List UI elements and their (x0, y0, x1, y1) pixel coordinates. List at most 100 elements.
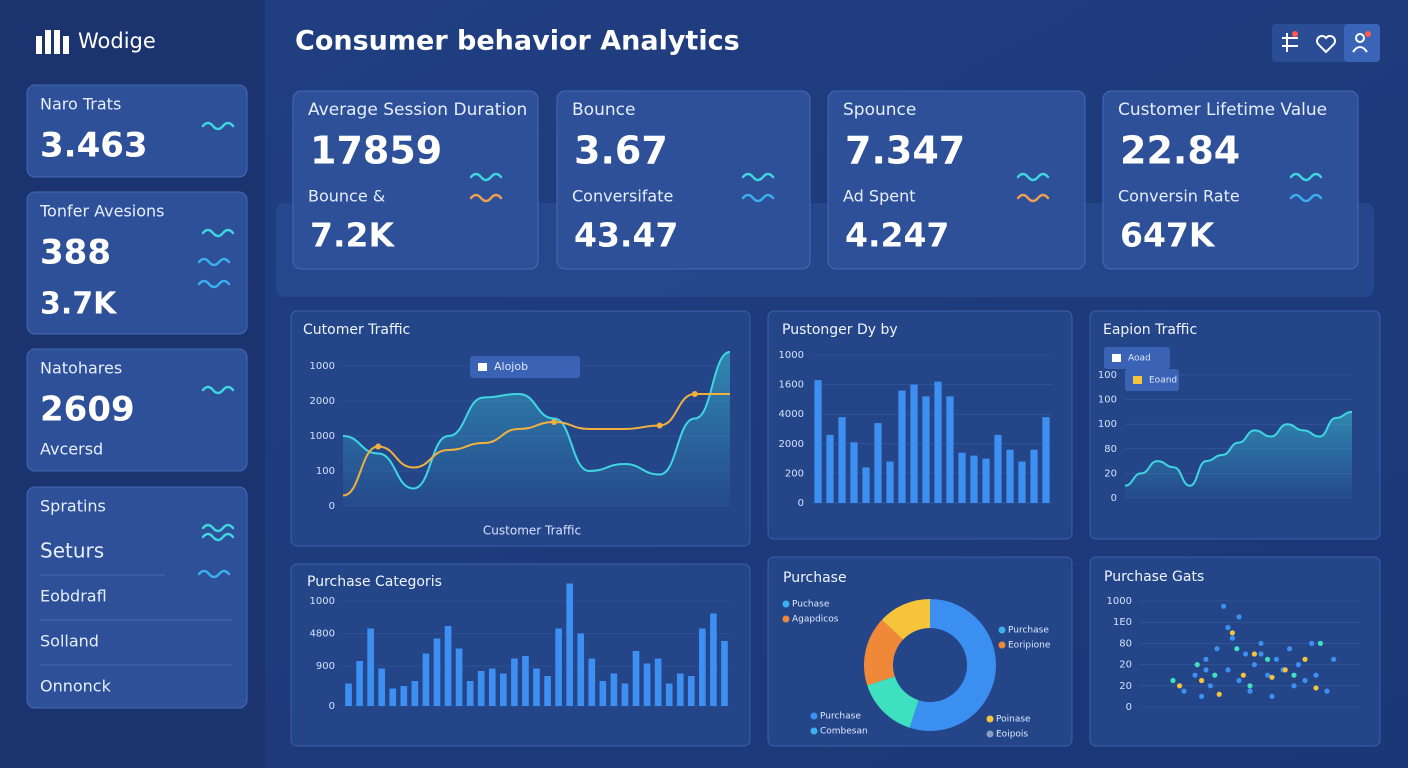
bar (599, 681, 607, 706)
donut-slice (864, 619, 904, 686)
point (1247, 683, 1253, 689)
bar (632, 651, 640, 706)
chart-title: Purchase (783, 570, 847, 586)
kpi-value: 3.67 (574, 129, 668, 173)
bar (500, 673, 507, 706)
point (691, 391, 698, 397)
legend-swatch (1112, 354, 1121, 362)
chart-title: Purchase Gats (1104, 569, 1204, 585)
trend-icon (469, 172, 503, 182)
bar (411, 681, 419, 706)
kpi-sub-label: Conversifate (572, 187, 673, 206)
trend-icon (1289, 172, 1323, 182)
trend-icon (741, 172, 775, 182)
bar (544, 676, 551, 706)
bar (378, 668, 386, 706)
kpi-label: Spounce (843, 100, 916, 120)
chart-panel (767, 310, 1073, 540)
kpi-strip (276, 203, 1374, 297)
trend-icon (201, 121, 235, 131)
bar (356, 661, 363, 706)
legend-chip[interactable] (470, 356, 580, 378)
y-tick-label: 100 (1098, 395, 1117, 406)
favorite-button[interactable] (1316, 35, 1336, 54)
card-title: Spratins (40, 497, 106, 516)
point (1225, 667, 1231, 673)
x-axis-label: Customer Traffic (483, 524, 581, 538)
sidebar-card[interactable] (26, 191, 248, 335)
bar (522, 656, 529, 706)
point (1265, 672, 1271, 678)
y-tick-label: 900 (316, 661, 335, 672)
bar (676, 673, 684, 706)
sidebar-card[interactable] (26, 486, 248, 709)
menu-item[interactable]: Eobdrafl (40, 587, 107, 606)
donut-slice (867, 676, 919, 728)
bar (922, 396, 930, 503)
card-sub: Avcersd (40, 440, 103, 459)
bar (970, 455, 978, 503)
legend-dot (782, 615, 790, 623)
legend-label: Eoripione (1008, 641, 1051, 651)
legend-dot (782, 600, 790, 608)
legend-dot (810, 727, 818, 735)
kpi-sub-label: Conversin Rate (1118, 187, 1240, 206)
line (342, 393, 730, 497)
bar (488, 668, 496, 706)
bar (850, 442, 858, 503)
point (1258, 640, 1264, 647)
menu-item[interactable]: Seturs (40, 539, 104, 563)
point (1170, 677, 1176, 684)
legend-chip[interactable] (1104, 347, 1170, 369)
y-tick-label: 80 (1104, 444, 1117, 455)
kpi-value: 7.347 (845, 129, 965, 173)
y-tick-label: 20 (1119, 681, 1132, 692)
trend-icon (201, 532, 235, 542)
card-value: 3.463 (40, 126, 148, 166)
bar (826, 434, 834, 503)
bar (455, 648, 463, 706)
menu-button[interactable] (1282, 33, 1298, 52)
trend-icon (201, 523, 235, 533)
donut-slice (909, 599, 997, 731)
point (1287, 646, 1293, 652)
point (1317, 640, 1323, 647)
chart-panel (1089, 556, 1381, 747)
kpi-label: Average Session Duration (308, 100, 527, 120)
legend-chip[interactable] (1125, 369, 1179, 391)
bar (511, 658, 518, 706)
card-title: Natohares (40, 359, 122, 378)
kpi-sub-value: 43.47 (574, 216, 678, 255)
legend-label: Purchase (820, 712, 861, 722)
point (1313, 672, 1319, 678)
bar (533, 668, 540, 706)
point (1207, 683, 1213, 689)
menu-item[interactable]: Onnonck (40, 677, 112, 696)
point (1181, 688, 1187, 694)
donut-slice (881, 599, 930, 640)
trend-icon (741, 193, 775, 203)
kpi-label: Customer Lifetime Value (1118, 100, 1327, 120)
chart-panel (290, 563, 751, 747)
chart-title: Pustonger Dy by (782, 322, 898, 338)
menu-item[interactable]: Solland (40, 632, 99, 651)
y-tick-label: 100 (1098, 370, 1117, 381)
point (551, 419, 558, 425)
legend-dot (998, 626, 1006, 634)
logo-icon (36, 30, 69, 54)
legend-label: Purchase (1008, 626, 1049, 636)
kpi-card (292, 90, 539, 270)
sidebar-card[interactable] (26, 84, 248, 178)
point (1212, 672, 1218, 678)
chart-title: Eapion Traffic (1103, 322, 1197, 338)
profile-icon-body (1352, 46, 1368, 53)
profile-button[interactable] (1344, 24, 1380, 62)
point (1313, 685, 1319, 691)
point (1199, 693, 1205, 700)
trend-icon (197, 257, 231, 267)
card-value: 2609 (40, 390, 135, 430)
bar (389, 688, 397, 706)
sidebar-card[interactable] (26, 348, 248, 472)
point (656, 422, 663, 429)
